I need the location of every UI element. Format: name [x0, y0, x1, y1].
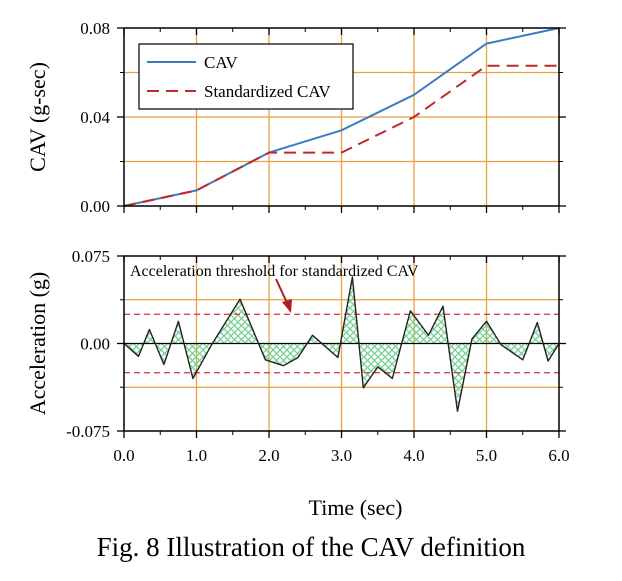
cav-figure: 0.00 0.04 0.08 CAV (g-sec) CAV Standardize… — [25, 19, 570, 520]
cav-legend: CAV Standardized CAV — [138, 43, 354, 110]
time-x-tick-labels: 0.0 1.0 2.0 3.0 4.0 5.0 6.0 — [113, 446, 569, 465]
y-tick-label: 0.00 — [80, 335, 110, 354]
x-tick-label: 0.0 — [113, 446, 134, 465]
legend-box — [138, 43, 354, 110]
x-tick-label: 3.0 — [331, 446, 352, 465]
x-tick-label: 4.0 — [403, 446, 424, 465]
cav-series — [123, 27, 560, 207]
threshold-arrow — [275, 278, 292, 313]
x-tick-label: 6.0 — [548, 446, 569, 465]
x-tick-label: 2.0 — [258, 446, 279, 465]
acceleration-line — [123, 276, 560, 412]
cav-line — [123, 27, 560, 207]
arrow-head — [282, 299, 292, 313]
acceleration-panel: 0.075 0.00 -0.075 0.0 1.0 2.0 3.0 4.0 5.0 6.0 Ac… — [25, 247, 570, 520]
y-tick-label: 0.08 — [80, 19, 110, 38]
x-tick-label: 1.0 — [186, 446, 207, 465]
threshold-annotation: Acceleration threshold for standardized … — [130, 263, 419, 280]
acceleration-y-axis-title: Acceleration (g) — [25, 272, 50, 416]
acceleration-y-tick-labels: 0.075 0.00 -0.075 — [66, 247, 110, 441]
y-tick-label: 0.04 — [80, 108, 110, 127]
standardized-cav-line — [123, 64, 559, 207]
legend-cav-label: CAV — [204, 53, 238, 72]
time-x-axis-title: Time (sec) — [309, 495, 403, 520]
cav-panel: 0.00 0.04 0.08 CAV (g-sec) CAV Standardize… — [25, 19, 566, 216]
cav-y-tick-labels: 0.00 0.04 0.08 — [80, 19, 110, 216]
acceleration-series — [123, 276, 560, 412]
cav-y-axis-title: CAV (g-sec) — [25, 62, 50, 172]
y-tick-label: -0.075 — [66, 422, 110, 441]
x-tick-label: 5.0 — [476, 446, 497, 465]
y-tick-label: 0.075 — [72, 247, 110, 266]
arrow-shaft — [275, 278, 289, 306]
acceleration-ticks — [117, 255, 566, 438]
y-tick-label: 0.00 — [80, 197, 110, 216]
legend-standardized-label: Standardized CAV — [204, 82, 331, 101]
figure-caption: Fig. 8 Illustration of the CAV definitio… — [96, 532, 526, 562]
cav-ticks — [117, 27, 566, 213]
